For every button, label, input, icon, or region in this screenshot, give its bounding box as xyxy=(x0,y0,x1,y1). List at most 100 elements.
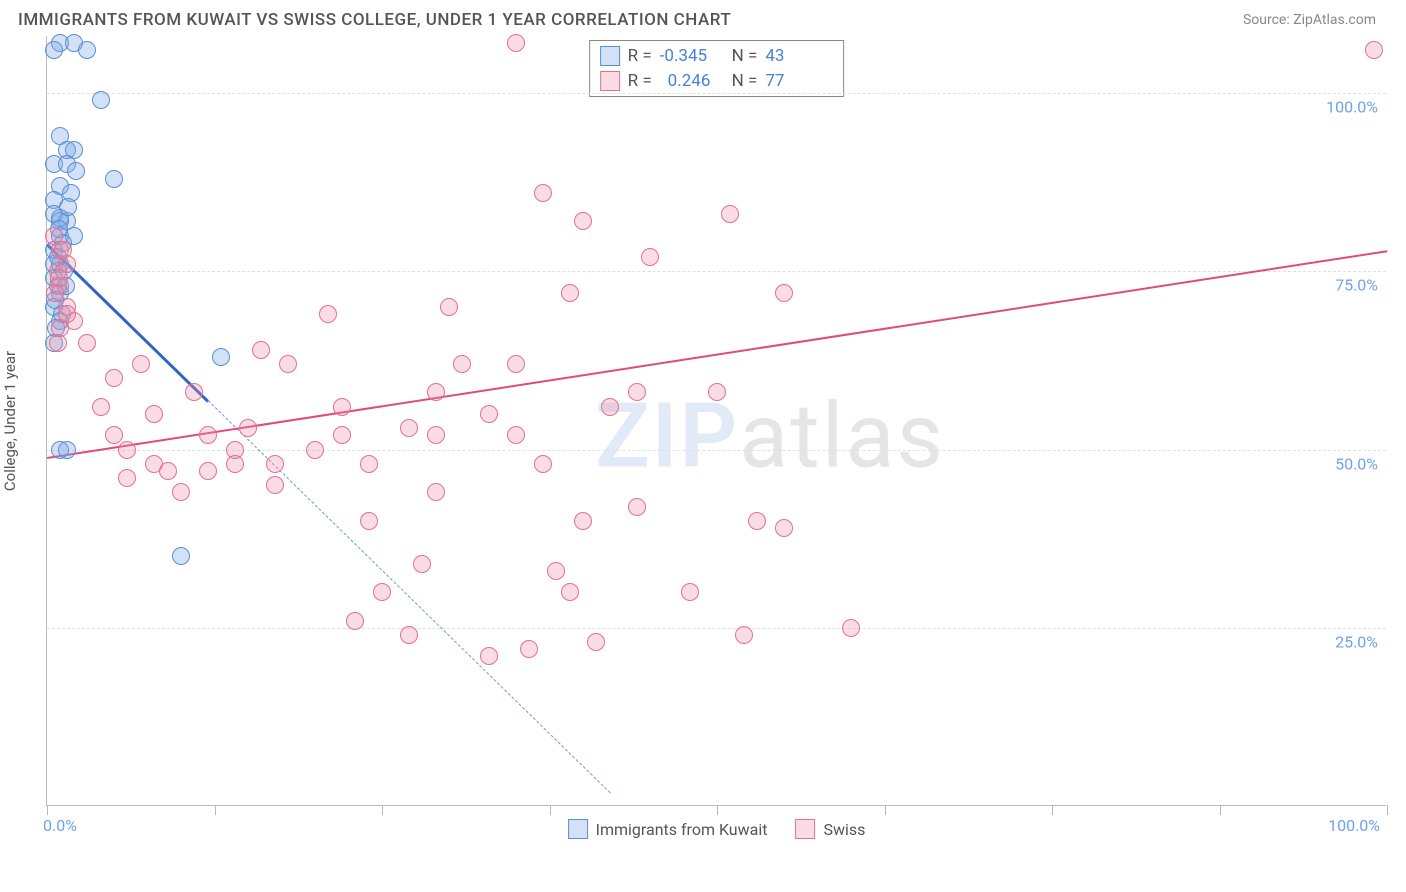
correlation-legend: R = -0.345 N = 43 R = 0.246 N = 77 xyxy=(589,40,845,97)
data-point xyxy=(58,305,76,323)
data-point xyxy=(708,383,726,401)
x-tick xyxy=(1220,805,1221,815)
data-point xyxy=(92,91,110,109)
data-point xyxy=(266,455,284,473)
data-point xyxy=(333,398,351,416)
y-axis-label: College, Under 1 year xyxy=(1,351,19,491)
swatch-swiss xyxy=(600,71,620,91)
data-point xyxy=(480,405,498,423)
gridline xyxy=(47,271,1386,272)
data-point xyxy=(534,455,552,473)
data-point xyxy=(748,512,766,530)
r-label: R = xyxy=(628,69,652,94)
legend-item-swiss: Swiss xyxy=(795,819,865,839)
data-point xyxy=(520,640,538,658)
data-point xyxy=(199,462,217,480)
data-point xyxy=(427,483,445,501)
data-point xyxy=(333,426,351,444)
data-point xyxy=(775,284,793,302)
data-point xyxy=(252,341,270,359)
legend-row-kuwait: R = -0.345 N = 43 xyxy=(600,44,830,69)
data-point xyxy=(346,612,364,630)
swatch-kuwait xyxy=(600,46,620,66)
n-label: N = xyxy=(732,69,758,94)
x-tick xyxy=(885,805,886,815)
x-tick xyxy=(550,805,551,815)
x-tick xyxy=(47,805,48,815)
series-legend: Immigrants from Kuwait Swiss xyxy=(568,819,866,839)
data-point xyxy=(59,198,77,216)
data-point xyxy=(239,419,257,437)
data-point xyxy=(400,626,418,644)
data-point xyxy=(574,212,592,230)
x-tick xyxy=(382,805,383,815)
data-point xyxy=(58,441,76,459)
data-point xyxy=(507,355,525,373)
data-point xyxy=(49,334,67,352)
data-point xyxy=(199,426,217,444)
n-value-kuwait: 43 xyxy=(765,44,829,69)
n-value-swiss: 77 xyxy=(765,69,829,94)
data-point xyxy=(628,498,646,516)
data-point xyxy=(601,398,619,416)
data-point xyxy=(118,469,136,487)
data-point xyxy=(1365,41,1383,59)
data-point xyxy=(306,441,324,459)
data-point xyxy=(172,547,190,565)
source-prefix: Source: xyxy=(1243,12,1293,28)
data-point xyxy=(45,41,63,59)
data-point xyxy=(547,562,565,580)
y-tick-label: 25.0% xyxy=(1335,632,1378,651)
data-point xyxy=(735,626,753,644)
data-point xyxy=(681,583,699,601)
data-point xyxy=(266,476,284,494)
data-point xyxy=(172,483,190,501)
data-point xyxy=(92,398,110,416)
data-point xyxy=(78,334,96,352)
data-point xyxy=(628,383,646,401)
data-point xyxy=(105,426,123,444)
gridline xyxy=(47,93,1386,94)
data-point xyxy=(574,512,592,530)
data-point xyxy=(185,383,203,401)
data-point xyxy=(279,355,297,373)
scatter-plot: ZIPatlas R = -0.345 N = 43 R = 0.246 N =… xyxy=(46,36,1386,806)
data-point xyxy=(641,248,659,266)
data-point xyxy=(118,441,136,459)
x-axis-min-label: 0.0% xyxy=(43,816,77,835)
data-point xyxy=(507,426,525,444)
chart-title: IMMIGRANTS FROM KUWAIT VS SWISS COLLEGE,… xyxy=(18,10,731,30)
swatch-swiss xyxy=(795,819,815,839)
header-bar: IMMIGRANTS FROM KUWAIT VS SWISS COLLEGE,… xyxy=(0,0,1406,36)
data-point xyxy=(319,305,337,323)
data-point xyxy=(721,205,739,223)
data-point xyxy=(105,369,123,387)
watermark: ZIPatlas xyxy=(595,383,945,488)
data-point xyxy=(413,555,431,573)
data-point xyxy=(480,647,498,665)
data-point xyxy=(50,269,68,287)
data-point xyxy=(453,355,471,373)
data-point xyxy=(373,583,391,601)
legend-row-swiss: R = 0.246 N = 77 xyxy=(600,69,830,94)
x-tick xyxy=(1387,805,1388,815)
legend-label-swiss: Swiss xyxy=(823,820,865,839)
y-tick-label: 100.0% xyxy=(1326,98,1378,117)
y-tick-label: 75.0% xyxy=(1335,276,1378,295)
data-point xyxy=(534,184,552,202)
data-point xyxy=(427,383,445,401)
gridline xyxy=(47,628,1386,629)
data-point xyxy=(159,462,177,480)
data-point xyxy=(561,284,579,302)
legend-item-kuwait: Immigrants from Kuwait xyxy=(568,819,768,839)
gridline xyxy=(47,450,1386,451)
data-point xyxy=(507,34,525,52)
source-name: ZipAtlas.com xyxy=(1293,12,1376,28)
watermark-light: atlas xyxy=(739,383,945,488)
data-point xyxy=(427,426,445,444)
data-point xyxy=(440,298,458,316)
r-label: R = xyxy=(628,44,652,69)
data-point xyxy=(105,170,123,188)
legend-label-kuwait: Immigrants from Kuwait xyxy=(596,820,768,839)
data-point xyxy=(67,162,85,180)
